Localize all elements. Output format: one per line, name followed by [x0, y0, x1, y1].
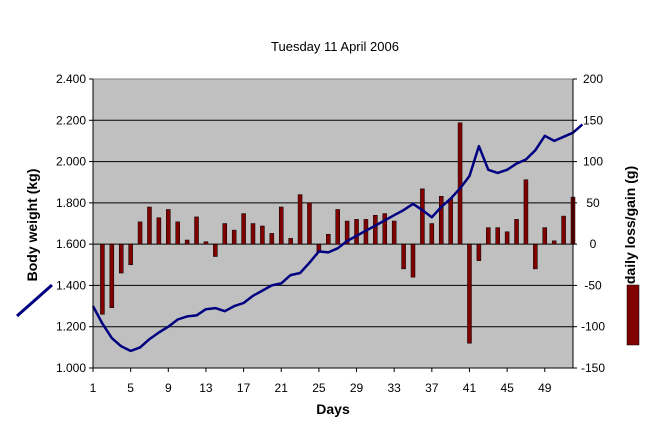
bar — [109, 243, 115, 308]
bar — [166, 209, 171, 245]
y-right-tick-label: 200 — [583, 72, 603, 86]
bar — [231, 229, 237, 245]
x-tick-label: 45 — [500, 381, 514, 395]
axes — [92, 79, 574, 369]
bar — [250, 223, 256, 245]
x-tick-label: 41 — [463, 381, 477, 395]
y-right-tick-label: 150 — [583, 113, 603, 127]
y-right-tick-label: 0 — [590, 237, 597, 251]
bar — [373, 214, 378, 245]
x-tick-label: 9 — [165, 381, 172, 395]
bar — [203, 241, 209, 245]
y-right-tick-label: 50 — [586, 196, 600, 210]
x-tick-label: 21 — [275, 381, 289, 395]
bar — [288, 238, 293, 245]
x-tick-label: 5 — [127, 381, 134, 395]
bar — [156, 217, 162, 245]
y-left-tick-label: 2.000 — [56, 155, 86, 169]
bar — [438, 196, 444, 245]
bar — [269, 233, 275, 245]
bar — [184, 239, 190, 245]
bar — [476, 243, 482, 261]
y-right-axis-label: daily loss/gain (g) — [622, 166, 638, 284]
line-series-group — [91, 123, 584, 353]
bar — [410, 243, 416, 278]
bar — [307, 202, 312, 245]
bar — [551, 240, 557, 245]
bar — [194, 216, 199, 245]
y-left-tick-label: 1.200 — [56, 320, 86, 334]
y-left-tick-label: 1.400 — [56, 278, 86, 292]
x-tick-label: 37 — [425, 381, 439, 395]
bar — [297, 194, 303, 245]
y-right-tick-label: -150 — [581, 361, 605, 375]
bar — [391, 220, 397, 245]
bar — [514, 219, 519, 245]
y-right-tick-label: 100 — [583, 155, 603, 169]
y-left-tick-label: 1.600 — [56, 237, 86, 251]
gridlines — [93, 119, 573, 328]
bar — [344, 220, 350, 245]
x-tick-labels: 1 5 9 13 17 21 25 29 33 37 41 45 49 — [90, 368, 552, 395]
bar — [486, 227, 491, 245]
x-axis-label: Days — [316, 401, 350, 417]
bar — [457, 122, 463, 245]
bar — [278, 206, 284, 245]
bar — [542, 227, 548, 245]
bar — [213, 243, 218, 257]
bar — [448, 198, 453, 245]
weight-line — [91, 123, 584, 353]
x-tick-label: 49 — [538, 381, 552, 395]
bar — [128, 243, 133, 266]
bar — [222, 223, 228, 245]
y-left-tick-label: 2.200 — [56, 113, 86, 127]
y-left-tick-labels: 1.000 1.200 1.400 1.600 1.800 2.000 2.200 2.400 — [56, 72, 93, 375]
bar — [335, 209, 340, 245]
x-tick-label: 33 — [387, 381, 401, 395]
bar — [429, 223, 435, 245]
y-left-tick-label: 1.000 — [56, 361, 86, 375]
bar — [467, 243, 472, 344]
bar — [118, 243, 124, 274]
bar — [137, 221, 143, 245]
bar-series — [100, 122, 576, 344]
x-tick-label: 13 — [199, 381, 213, 395]
bar — [241, 213, 246, 245]
legend-line-swatch — [16, 283, 53, 318]
bar — [147, 206, 152, 245]
bar — [420, 188, 425, 245]
y-left-tick-label: 1.800 — [56, 196, 86, 210]
bar — [504, 231, 510, 245]
x-tick-label: 29 — [350, 381, 364, 395]
bar — [100, 243, 105, 315]
legend-bar-swatch — [626, 284, 640, 346]
x-tick-label: 25 — [312, 381, 326, 395]
y-right-tick-label: -100 — [581, 320, 605, 334]
x-tick-label: 17 — [237, 381, 251, 395]
bar — [561, 215, 566, 245]
y-right-tick-label: -50 — [584, 278, 602, 292]
y-left-axis-label: Body weight (kg) — [24, 169, 40, 282]
bar — [326, 233, 331, 245]
bar — [382, 213, 388, 245]
y-right-tick-labels: -150 -100 -50 0 50 100 150 200 — [573, 72, 605, 375]
chart-title: Tuesday 11 April 2006 — [271, 39, 399, 54]
x-tick-label: 1 — [90, 381, 97, 395]
bar — [523, 179, 529, 245]
bar — [354, 219, 359, 245]
bar — [401, 243, 406, 270]
bar — [533, 243, 538, 270]
bar — [495, 227, 500, 245]
y-left-tick-label: 2.400 — [56, 72, 86, 86]
bar — [175, 221, 180, 245]
plot-area — [92, 78, 574, 369]
bar — [260, 225, 265, 245]
